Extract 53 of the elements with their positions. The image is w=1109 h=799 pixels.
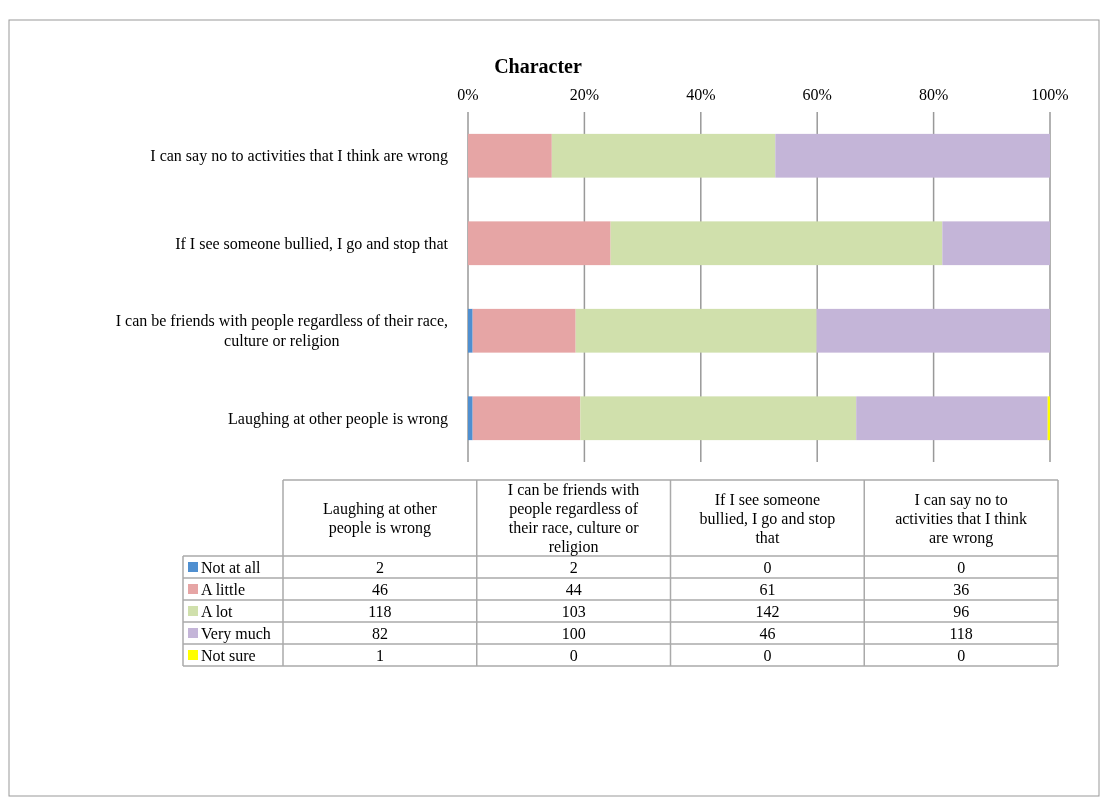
data-label: 61: [759, 580, 776, 598]
data-label: 96: [953, 602, 970, 620]
bar: [610, 221, 943, 266]
data-label: 44: [565, 580, 582, 598]
data-label: 0: [763, 558, 772, 576]
data-label: 142: [755, 602, 780, 620]
legend-label: Not sure: [201, 646, 256, 664]
data-label: 118: [949, 624, 973, 642]
legend-label: A lot: [201, 602, 234, 620]
data-label: 0: [957, 558, 966, 576]
y-tick-label: Laughing at other people is wrong: [228, 409, 448, 428]
data-label: 0: [957, 646, 966, 664]
y-tick-label: I can be friends with people regardless of their race, culture or religion: [115, 312, 448, 351]
x-tick-label: 60%: [802, 86, 832, 103]
bar: [775, 133, 1050, 178]
data-label: 0: [569, 646, 578, 664]
x-tick-label: 0%: [457, 86, 479, 103]
y-tick-label: If I see someone bullied, I go and stop that: [175, 234, 449, 253]
legend-label: Not at all: [201, 558, 262, 576]
data-label: 118: [368, 602, 392, 620]
bar: [468, 396, 473, 441]
bar: [580, 396, 857, 441]
legend-label: A little: [201, 580, 245, 598]
data-label: 100: [561, 624, 586, 642]
bar: [472, 308, 576, 353]
data-label: 2: [569, 558, 578, 576]
bar: [816, 308, 1050, 353]
bar: [468, 133, 552, 178]
data-label: 46: [759, 624, 776, 642]
x-tick-label: 80%: [918, 86, 949, 103]
bar: [942, 221, 1050, 266]
data-label: 36: [953, 580, 970, 598]
data-label: 0: [763, 646, 772, 664]
chart-title: Character: [494, 55, 582, 77]
category-label: I can be friends with people regardless of their race, culture or religion: [507, 481, 640, 557]
category-label: I can say no to activities that I think are wrong: [895, 490, 1028, 547]
y-tick-label: I can say no to activities that I think are wrong: [150, 147, 448, 166]
bar: [468, 308, 473, 353]
data-label: 46: [371, 580, 388, 598]
bar: [468, 221, 611, 266]
data-label: 82: [371, 624, 388, 642]
bar: [472, 396, 581, 441]
data-label: 103: [561, 602, 586, 620]
x-tick-label: 40%: [686, 86, 716, 103]
bar: [856, 396, 1048, 441]
bar: [551, 133, 776, 178]
data-label: 1: [375, 646, 384, 664]
x-tick-label: 20%: [569, 86, 600, 103]
data-label: 2: [375, 558, 384, 576]
x-tick-label: 100%: [1031, 86, 1069, 103]
bar: [575, 308, 817, 353]
category-label: If I see someone bullied, I go and stop that: [699, 490, 836, 546]
legend-label: Very much: [201, 624, 271, 643]
